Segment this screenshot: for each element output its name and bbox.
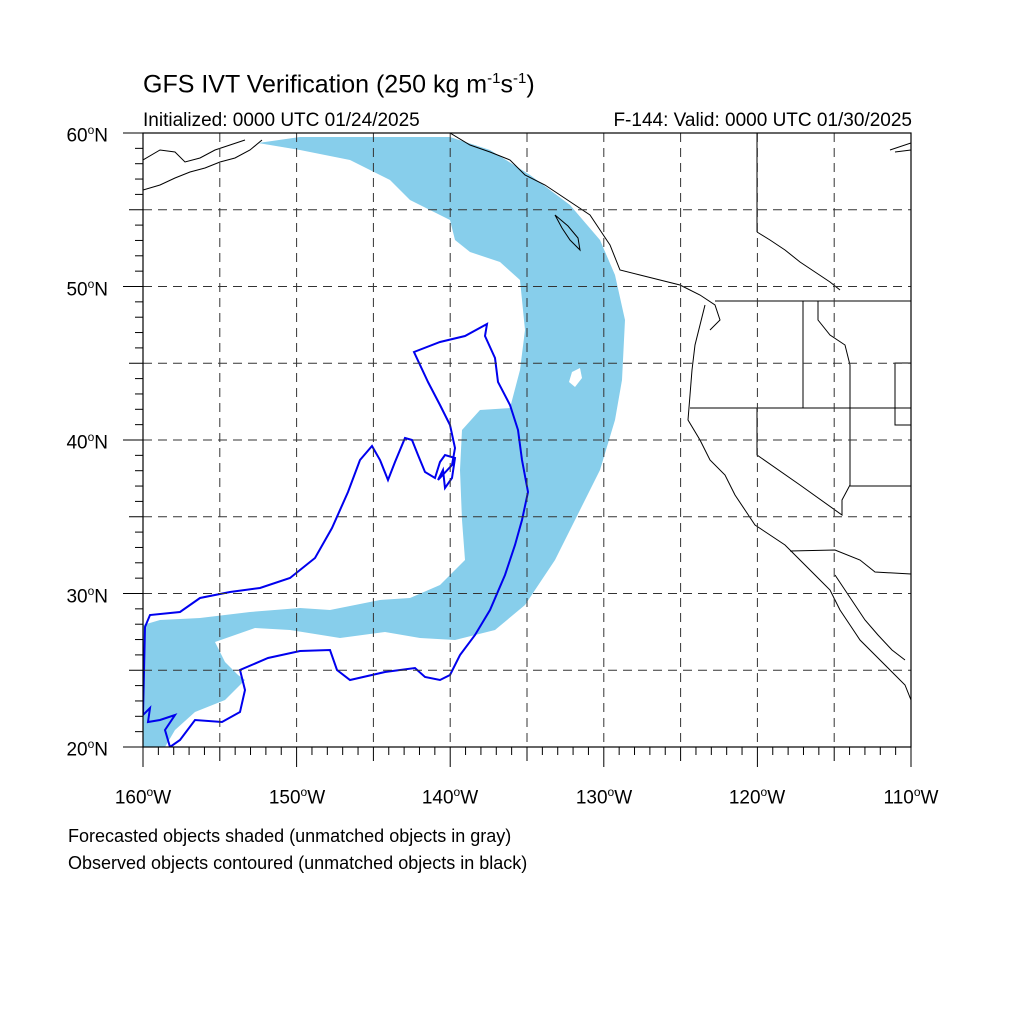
- lat-label-20: 20oN: [66, 737, 108, 761]
- forecast-ivt-hole: [569, 368, 582, 387]
- lat-label-40: 40oN: [66, 430, 108, 454]
- lon-label-160: 160oW: [114, 785, 172, 809]
- lon-label-110: 110oW: [883, 785, 939, 809]
- gridlines: [143, 133, 911, 747]
- lat-label-30: 30oN: [66, 584, 108, 608]
- lat-label-50: 50oN: [66, 277, 108, 301]
- lon-label-150: 150oW: [268, 785, 326, 809]
- initialized-label: Initialized: 0000 UTC 01/24/2025: [143, 110, 420, 131]
- lon-label-130: 130oW: [575, 785, 633, 809]
- lon-label-140: 140oW: [421, 785, 479, 809]
- lat-label-60: 60oN: [66, 123, 108, 147]
- forecast-note: Forecasted objects shaded (unmatched obj…: [68, 826, 512, 846]
- coastlines: [143, 133, 911, 701]
- lon-label-120: 120oW: [728, 785, 786, 809]
- forecast-ivt-object: [143, 137, 625, 747]
- axis-ticks: [123, 132, 912, 767]
- observed-ivt-contour: [143, 322, 530, 747]
- observed-note: Observed objects contoured (unmatched ob…: [68, 853, 528, 873]
- valid-time-label: F-144: Valid: 0000 UTC 01/30/2025: [613, 110, 912, 131]
- chart-title: GFS IVT Verification (250 kg m-1s-1): [143, 70, 535, 99]
